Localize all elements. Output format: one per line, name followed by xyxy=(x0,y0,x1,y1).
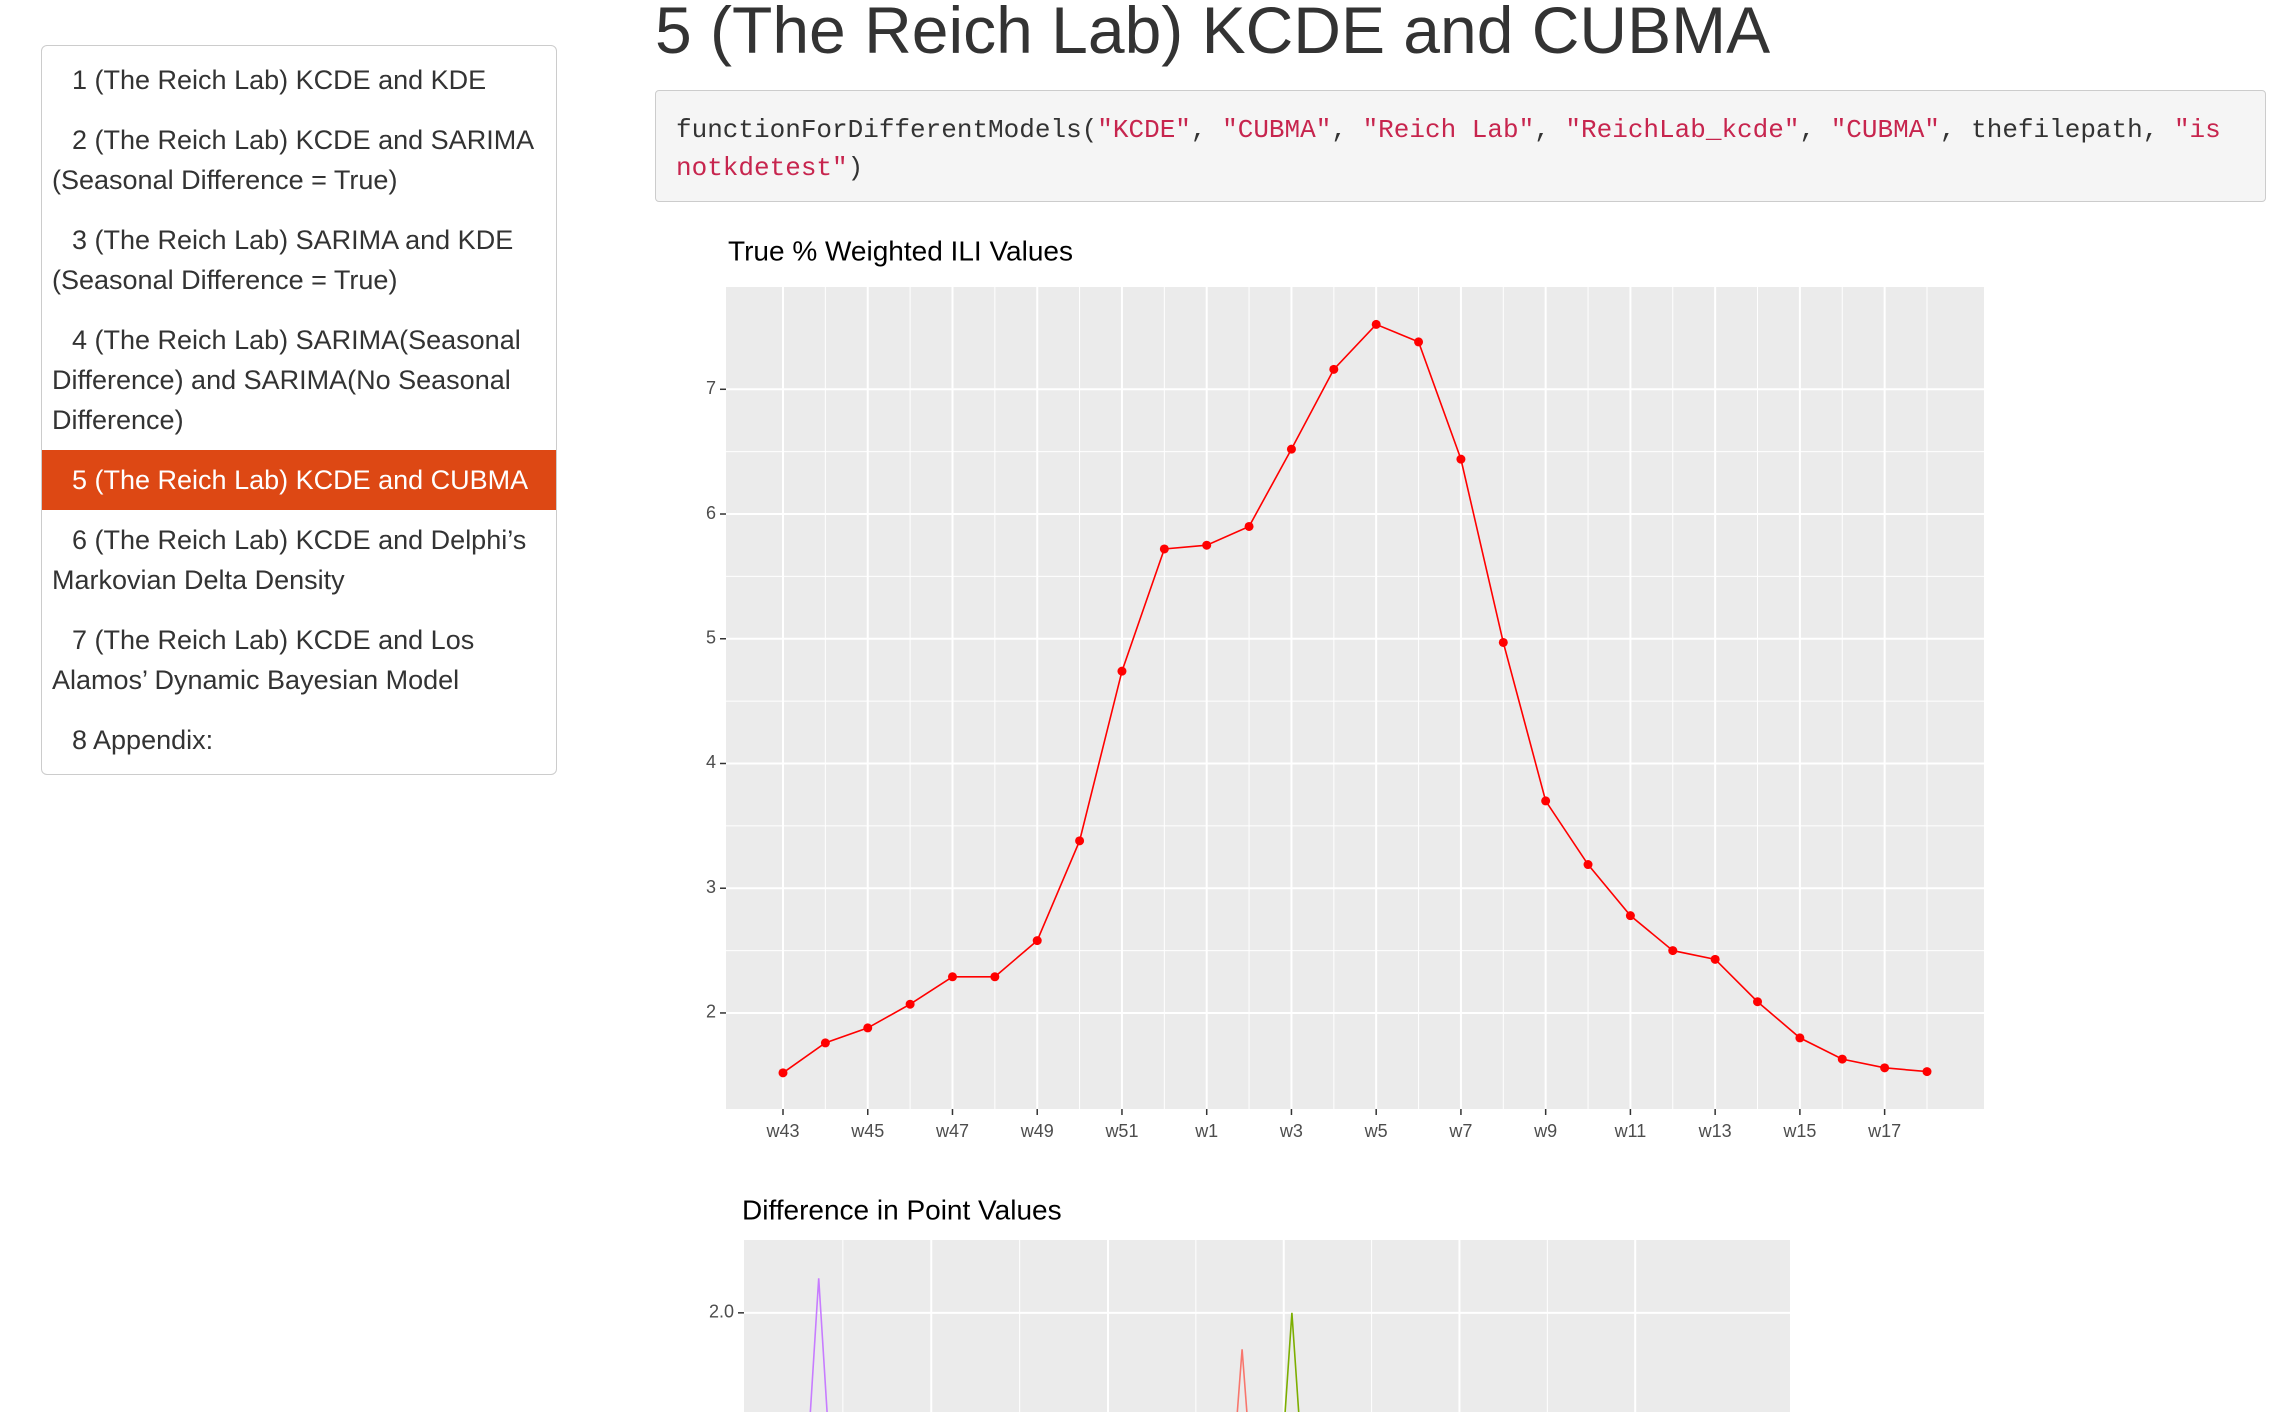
data-point xyxy=(1753,997,1763,1007)
x-tick-label: w9 xyxy=(1533,1121,1557,1141)
toc-link[interactable]: 3 (The Reich Lab) SARIMA and KDE (Season… xyxy=(52,225,514,295)
x-tick-label: w43 xyxy=(765,1121,799,1141)
x-tick-label: w5 xyxy=(1364,1121,1388,1141)
code-token: , thefilepath, xyxy=(1939,115,2174,145)
data-point xyxy=(1837,1054,1847,1064)
data-point xyxy=(1498,637,1508,647)
data-point xyxy=(1795,1033,1805,1043)
data-point xyxy=(947,972,957,982)
y-tick-label: 2 xyxy=(706,1002,716,1022)
toc-link[interactable]: 5 (The Reich Lab) KCDE and CUBMA xyxy=(42,450,556,510)
data-point xyxy=(863,1023,873,1033)
x-tick-label: w7 xyxy=(1448,1121,1472,1141)
toc-link[interactable]: 7 (The Reich Lab) KCDE and Los Alamos’ D… xyxy=(52,625,475,695)
data-point xyxy=(778,1068,788,1078)
data-point xyxy=(1329,364,1339,374)
code-token: , xyxy=(1799,115,1831,145)
code-token: "KCDE" xyxy=(1097,115,1191,145)
x-tick-label: w45 xyxy=(850,1121,884,1141)
page-title: 5 (The Reich Lab) KCDE and CUBMA xyxy=(655,0,1771,67)
data-point xyxy=(1371,319,1381,329)
x-tick-label: w13 xyxy=(1698,1121,1732,1141)
data-point xyxy=(1286,444,1296,454)
data-point xyxy=(1414,337,1424,347)
code-token: , xyxy=(1331,115,1363,145)
code-token: "CUBMA" xyxy=(1830,115,1940,145)
x-tick-label: w49 xyxy=(1020,1121,1054,1141)
code-token: ) xyxy=(847,153,864,183)
data-point xyxy=(1668,946,1678,956)
data-point xyxy=(1032,936,1042,946)
code-block: functionForDifferentModels("KCDE", "CUBM… xyxy=(655,90,2266,202)
toc-link[interactable]: 2 (The Reich Lab) KCDE and SARIMA (Seaso… xyxy=(52,125,533,195)
y-tick-label: 3 xyxy=(706,877,716,897)
toc-link[interactable]: 8 Appendix: xyxy=(72,725,214,755)
x-tick-label: w15 xyxy=(1782,1121,1816,1141)
toc-link[interactable]: 4 (The Reich Lab) SARIMA(Seasonal Differ… xyxy=(52,325,521,435)
series-line xyxy=(782,323,1928,1074)
x-tick-label: w51 xyxy=(1104,1121,1138,1141)
y-tick-label: 6 xyxy=(706,503,716,523)
data-point xyxy=(1202,540,1212,550)
y-tick-label: 7 xyxy=(706,378,716,398)
data-point xyxy=(990,972,1000,982)
code-token: "ReichLab_kcde" xyxy=(1565,115,1800,145)
data-point xyxy=(1880,1063,1890,1073)
toc-link[interactable]: 1 (The Reich Lab) KCDE and KDE xyxy=(72,65,487,95)
code-token: , xyxy=(1534,115,1566,145)
code-token: functionForDifferentModels( xyxy=(676,115,1098,145)
data-point xyxy=(905,999,915,1009)
y-tick-label: 4 xyxy=(706,752,716,772)
data-point xyxy=(1583,860,1593,870)
x-tick-label: w47 xyxy=(935,1121,969,1141)
x-tick-label: w17 xyxy=(1867,1121,1901,1141)
data-point xyxy=(1075,836,1085,846)
chart-title: Difference in Point Values xyxy=(742,1194,1062,1225)
code: functionForDifferentModels("KCDE", "CUBM… xyxy=(676,111,2236,187)
data-point xyxy=(1117,666,1127,676)
data-point xyxy=(1922,1067,1932,1077)
plot-panel xyxy=(744,1240,1790,1412)
data-point xyxy=(1159,544,1169,554)
data-point xyxy=(1456,454,1466,464)
toc-link[interactable]: 6 (The Reich Lab) KCDE and Delphi’s Mark… xyxy=(52,525,527,595)
table-of-contents: 1 (The Reich Lab) KCDE and KDE 2 (The Rei… xyxy=(41,45,557,775)
chart-title: True % Weighted ILI Values xyxy=(728,235,1073,266)
data-point xyxy=(1244,521,1254,531)
code-token: , xyxy=(1190,115,1223,145)
data-point xyxy=(1541,796,1551,806)
data-point xyxy=(820,1038,830,1048)
code-token: "Reich Lab" xyxy=(1362,115,1535,145)
data-point xyxy=(1625,911,1635,921)
code-token: "isnotkdetest" xyxy=(676,115,2221,183)
y-tick-label: 2.0 xyxy=(709,1302,734,1322)
data-point xyxy=(1710,954,1720,964)
plot-panel xyxy=(726,287,1984,1109)
x-tick-label: w1 xyxy=(1194,1121,1218,1141)
y-tick-label: 5 xyxy=(706,628,716,648)
code-token: "CUBMA" xyxy=(1222,115,1332,145)
x-tick-label: w11 xyxy=(1614,1121,1647,1141)
x-tick-label: w3 xyxy=(1279,1121,1303,1141)
